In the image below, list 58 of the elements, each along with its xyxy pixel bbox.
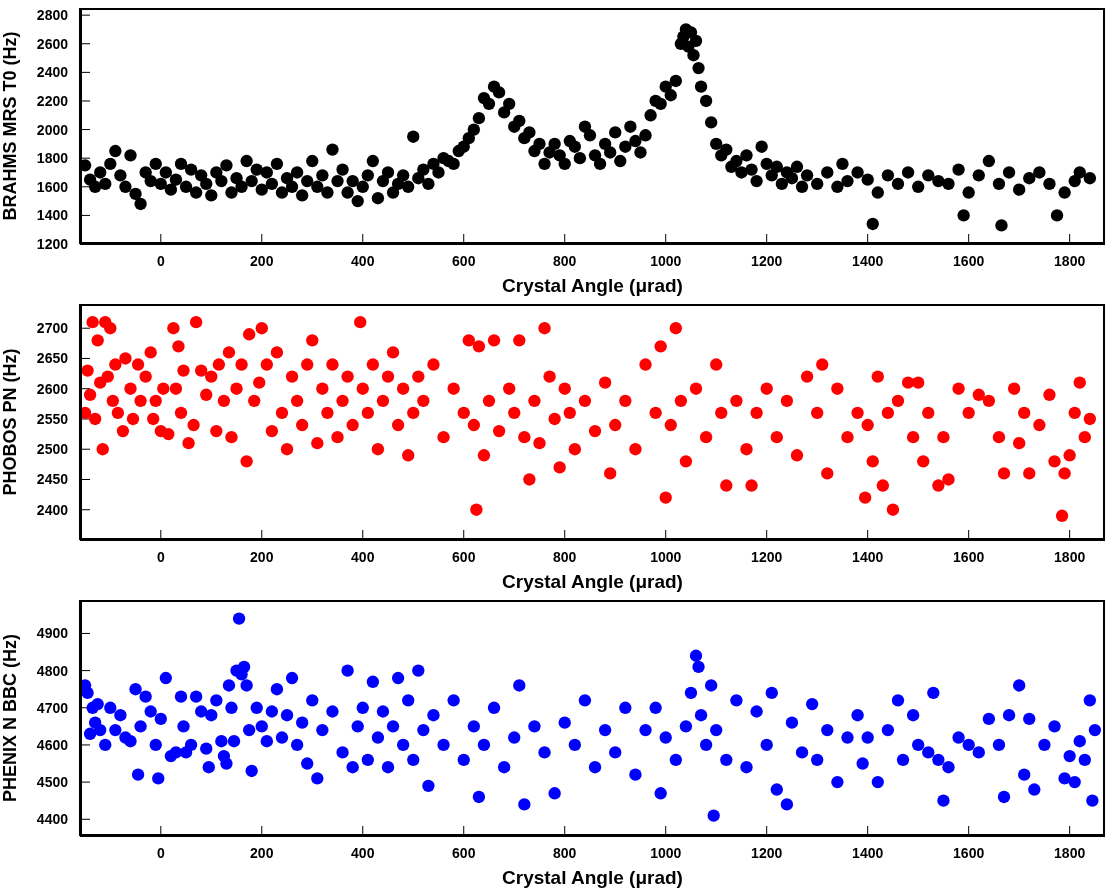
x-tick-label: 0	[156, 844, 165, 861]
x-tick-label: 600	[452, 548, 476, 565]
x-tick-label: 0	[156, 252, 165, 269]
x-tick-label: 1400	[852, 844, 884, 861]
x-tick-label: 1000	[650, 252, 682, 269]
x-tick-label: 1200	[751, 844, 783, 861]
x-tick-label: 400	[351, 548, 375, 565]
y-tick-label: 1600	[36, 178, 69, 195]
y-tick-label: 2800	[36, 7, 69, 24]
x-tick-label: 800	[553, 548, 577, 565]
y-tick-label: 2200	[36, 92, 69, 109]
x-tick-label: 1800	[1054, 844, 1086, 861]
y-tick-label: 2000	[36, 121, 69, 138]
y-tick-label: 2500	[36, 441, 69, 458]
x-tick-label: 1200	[751, 548, 783, 565]
x-tick-label: 1600	[953, 252, 985, 269]
y-tick-label: 2450	[36, 471, 69, 488]
x-tick-label: 200	[250, 252, 274, 269]
x-tick-label: 800	[553, 844, 577, 861]
x-axis-title: Crystal Angle (μrad)	[502, 867, 683, 888]
y-tick-label: 4800	[36, 662, 69, 679]
y-tick-label: 4700	[36, 699, 69, 716]
y-tick-label: 2700	[36, 320, 69, 337]
y-tick-label: 1200	[36, 235, 69, 252]
x-tick-label: 400	[351, 252, 375, 269]
y-tick-label: 2600	[36, 35, 69, 52]
x-tick-label: 1000	[650, 844, 682, 861]
x-tick-label: 800	[553, 252, 577, 269]
x-tick-label: 600	[452, 844, 476, 861]
y-axis-title: BRAHMS MRS T0 (Hz)	[0, 31, 21, 221]
x-tick-label: 1600	[953, 844, 985, 861]
x-tick-label: 1600	[953, 548, 985, 565]
y-tick-label: 2400	[36, 64, 69, 81]
x-tick-label: 200	[250, 548, 274, 565]
y-axis-title: PHENIX N BBC (Hz)	[0, 633, 21, 803]
y-tick-label: 2400	[36, 501, 69, 518]
x-tick-label: 1800	[1054, 548, 1086, 565]
y-tick-label: 1800	[36, 150, 69, 167]
x-tick-label: 1000	[650, 548, 682, 565]
y-tick-label: 4500	[36, 774, 69, 791]
x-tick-label: 0	[156, 548, 165, 565]
x-axis-title: Crystal Angle (μrad)	[502, 275, 683, 296]
y-tick-label: 1400	[36, 207, 69, 224]
x-tick-label: 200	[250, 844, 274, 861]
x-tick-label: 1800	[1054, 252, 1086, 269]
x-tick-label: 1400	[852, 548, 884, 565]
x-tick-label: 400	[351, 844, 375, 861]
y-tick-label: 2550	[36, 410, 69, 427]
y-tick-label: 2650	[36, 350, 69, 367]
y-tick-label: 4400	[36, 811, 69, 828]
x-tick-label: 1200	[751, 252, 783, 269]
x-tick-label: 600	[452, 252, 476, 269]
y-tick-label: 4600	[36, 736, 69, 753]
x-axis-title: Crystal Angle (μrad)	[502, 571, 683, 592]
y-tick-label: 2600	[36, 380, 69, 397]
y-axis-title: PHOBOS PN (Hz)	[0, 348, 21, 496]
x-tick-label: 1400	[852, 252, 884, 269]
y-tick-label: 4900	[36, 625, 69, 642]
